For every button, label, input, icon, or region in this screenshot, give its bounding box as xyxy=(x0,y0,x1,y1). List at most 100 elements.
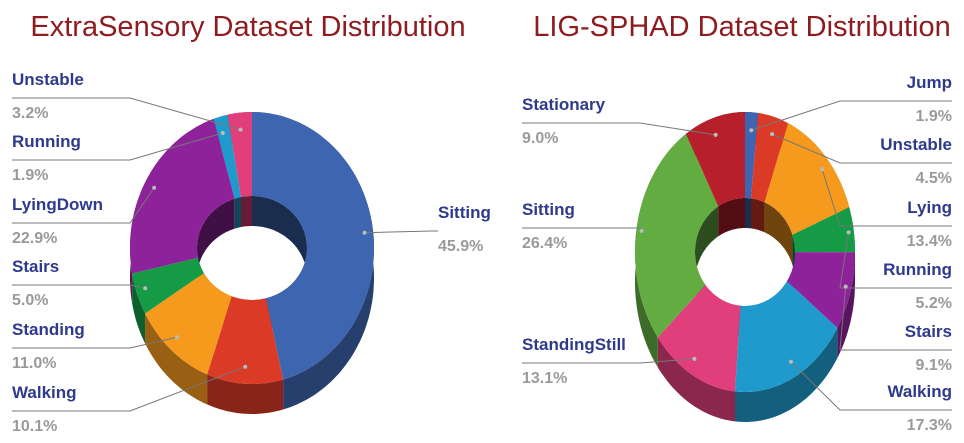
leader-line xyxy=(839,286,952,351)
slice-side xyxy=(197,198,235,288)
label-name: Unstable xyxy=(12,70,84,89)
label-name: Walking xyxy=(12,383,77,402)
slice xyxy=(132,257,204,314)
label-value: 1.9% xyxy=(916,108,952,125)
label-value: 22.9% xyxy=(12,230,57,247)
label-value: 10.1% xyxy=(12,418,57,435)
label-bg xyxy=(436,203,493,222)
label-value: 5.2% xyxy=(916,295,952,312)
label-name: Unstable xyxy=(880,135,952,154)
label-value: 9.1% xyxy=(916,357,952,374)
label-bg xyxy=(10,167,51,184)
slice xyxy=(130,118,235,274)
slice xyxy=(657,284,741,392)
label-bg xyxy=(904,73,954,92)
leader-dot xyxy=(846,230,851,235)
leader-line xyxy=(12,97,241,131)
leader-line xyxy=(12,187,155,224)
slice-side xyxy=(764,202,793,265)
leaders xyxy=(522,100,952,411)
label-bg xyxy=(902,322,954,341)
label-bg xyxy=(520,200,577,219)
label-value: 13.4% xyxy=(907,233,952,250)
chart-title: ExtraSensory Dataset Distribution xyxy=(30,11,465,43)
label-name: Lying xyxy=(907,198,952,217)
slice xyxy=(686,112,745,207)
label-value: 5.0% xyxy=(12,292,48,309)
label-bg xyxy=(913,357,954,374)
leader-dot xyxy=(243,364,248,369)
label-bg xyxy=(913,170,954,187)
label-bg xyxy=(10,230,60,247)
label-bg xyxy=(520,335,628,354)
leader-line xyxy=(790,361,952,411)
label-bg xyxy=(881,260,954,279)
label-bg xyxy=(10,292,51,309)
label-bg xyxy=(905,198,954,217)
label-bg xyxy=(885,382,954,401)
slice xyxy=(764,123,850,235)
leader-line xyxy=(522,227,643,232)
label-name: Running xyxy=(12,132,81,151)
leader-line xyxy=(839,232,952,289)
leader-dot xyxy=(788,359,793,364)
slice-side xyxy=(751,198,765,233)
slice-side xyxy=(132,273,146,344)
chart-title: LIG-SPHAD Dataset Distribution xyxy=(533,11,950,43)
label-value: 11.0% xyxy=(12,355,56,372)
label-name: Sitting xyxy=(438,203,491,222)
slice xyxy=(207,296,284,384)
leader-line xyxy=(12,366,246,412)
label-name: Stairs xyxy=(12,257,59,276)
label-name: Jump xyxy=(907,73,952,92)
label-bg xyxy=(10,257,62,276)
slice-side xyxy=(745,198,751,229)
label-bg xyxy=(520,235,570,252)
slice xyxy=(213,114,241,199)
label-bg xyxy=(520,370,570,387)
leaders xyxy=(12,97,438,412)
leader-line xyxy=(771,133,952,164)
leader-dot xyxy=(174,335,179,340)
label-value: 9.0% xyxy=(522,130,558,147)
label-bg xyxy=(913,108,954,125)
slice-side xyxy=(241,196,252,227)
leader-dot xyxy=(362,230,367,235)
label-value: 4.5% xyxy=(916,170,952,187)
leader-dot xyxy=(152,185,157,190)
label-name: LyingDown xyxy=(12,195,103,214)
label-bg xyxy=(520,130,561,147)
leader-dot xyxy=(820,167,825,172)
leader-line xyxy=(12,132,223,161)
label-value: 1.9% xyxy=(12,167,48,184)
slice-side xyxy=(657,337,735,422)
label-value: 17.3% xyxy=(907,417,952,434)
label-value: 26.4% xyxy=(522,235,567,252)
label-bg xyxy=(520,95,608,114)
label-bg xyxy=(10,132,83,151)
label-value: 3.2% xyxy=(12,105,48,122)
label-bg xyxy=(10,320,87,339)
slices xyxy=(130,112,374,384)
label-bg xyxy=(10,418,60,435)
slice xyxy=(745,112,759,199)
label-name: StandingStill xyxy=(522,335,626,354)
slice xyxy=(751,113,789,203)
leader-dot xyxy=(692,356,697,361)
label-name: Walking xyxy=(887,382,952,401)
label-bg xyxy=(10,195,105,214)
slice-side xyxy=(234,197,241,229)
leader-line xyxy=(364,230,438,234)
leader-dot xyxy=(220,131,225,136)
label-bg xyxy=(10,105,51,122)
label-bg xyxy=(904,233,954,250)
leader-line xyxy=(751,100,952,131)
label-name: Sitting xyxy=(522,200,575,219)
leader-line xyxy=(522,358,695,364)
leader-dot xyxy=(749,128,754,133)
label-bg xyxy=(878,135,954,154)
slice xyxy=(787,252,855,328)
leader-dot xyxy=(770,132,775,137)
leader-dot xyxy=(713,132,718,137)
